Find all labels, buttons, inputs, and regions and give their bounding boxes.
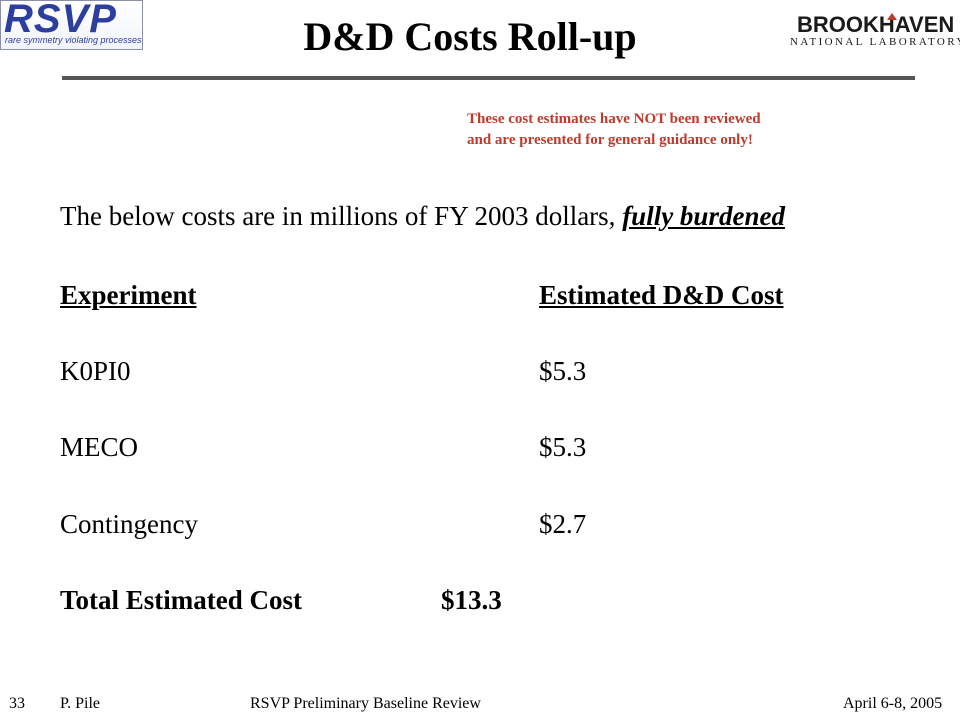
row-cost: $5.3 bbox=[539, 356, 587, 386]
rsvp-logo: RSVP rare symmetry violating processes bbox=[0, 0, 143, 50]
header-cost: Estimated D&D Cost bbox=[539, 280, 784, 310]
row-cost: $2.7 bbox=[539, 509, 587, 539]
total-value: $13.3 bbox=[441, 585, 502, 615]
footer-date: April 6-8, 2005 bbox=[843, 695, 943, 712]
rsvp-logo-name: RSVP bbox=[4, 0, 117, 41]
disclaimer-line-1: These cost estimates have NOT been revie… bbox=[467, 111, 761, 127]
slide-title: D&D Costs Roll-up bbox=[303, 14, 637, 59]
disclaimer-line-2: and are presented for general guidance o… bbox=[467, 132, 753, 148]
intro-text: The below costs are in millions of FY 20… bbox=[60, 198, 785, 234]
row-experiment: Contingency bbox=[60, 509, 198, 539]
header-experiment: Experiment bbox=[60, 280, 197, 310]
row-experiment: K0PI0 bbox=[60, 356, 131, 386]
footer-author: P. Pile bbox=[60, 695, 101, 712]
intro-emphasis: fully burdened bbox=[622, 201, 785, 231]
footer-event: RSVP Preliminary Baseline Review bbox=[250, 695, 481, 712]
bnl-logo-name: BROOKHAVEN bbox=[797, 12, 955, 37]
bnl-logo-sub: NATIONAL LABORATORY bbox=[790, 36, 960, 48]
rsvp-logo-tagline: rare symmetry violating processes bbox=[5, 35, 142, 45]
row-experiment: MECO bbox=[60, 432, 139, 462]
total-label: Total Estimated Cost bbox=[60, 585, 303, 615]
intro-sentence: The below costs are in millions of FY 20… bbox=[60, 201, 616, 231]
row-cost: $5.3 bbox=[539, 432, 587, 462]
title-divider bbox=[62, 76, 915, 80]
disclaimer-note: These cost estimates have NOT been revie… bbox=[467, 109, 761, 151]
bnl-logo-mark-icon bbox=[887, 13, 897, 20]
footer-page-number: 33 bbox=[9, 695, 25, 712]
